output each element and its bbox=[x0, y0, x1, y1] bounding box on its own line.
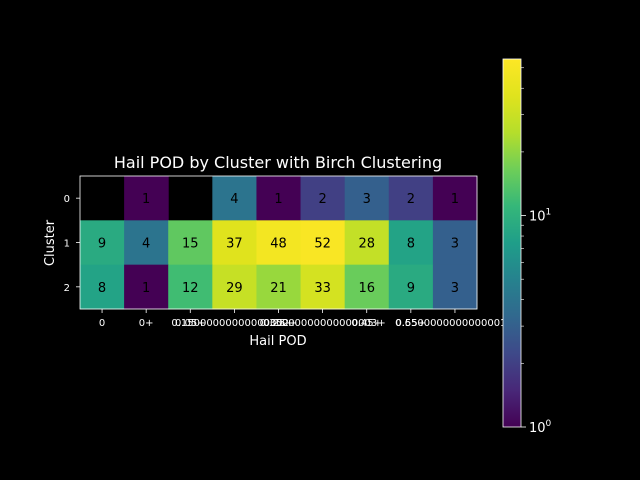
heatmap-cell bbox=[388, 176, 434, 221]
cell-value-label: 37 bbox=[226, 237, 243, 252]
cell-value-label: 8 bbox=[407, 237, 415, 252]
y-tick-label: 0 bbox=[64, 194, 70, 205]
heatmap-cell bbox=[388, 264, 434, 310]
cell-value-label: 48 bbox=[270, 237, 287, 252]
cell-value-label: 8 bbox=[98, 281, 106, 296]
x-tick-label: 0.25+ bbox=[263, 318, 294, 329]
heatmap-cell bbox=[344, 176, 390, 221]
heatmap-cell bbox=[432, 264, 478, 310]
y-axis-ticks: 0 1 2 bbox=[64, 194, 80, 294]
heatmap-cell bbox=[124, 176, 169, 221]
x-axis-label: Hail POD bbox=[249, 334, 306, 349]
cell-value-label: 29 bbox=[226, 281, 243, 296]
heatmap-cell bbox=[432, 220, 478, 266]
heatmap-cells: 1 4 1 2 3 2 19 4 15 37 48 52 28 8 38 1 12 29 21 33 16 9 3 bbox=[80, 176, 478, 310]
colorbar-ticks: 100 101 bbox=[521, 67, 552, 436]
cell-value-label: 21 bbox=[270, 281, 287, 296]
x-axis-ticks: 0 0+ 0.05+0.15000000000000002+0.25+0.35000… bbox=[99, 309, 515, 329]
cell-value-label: 1 bbox=[274, 192, 282, 207]
heatmap-cell bbox=[168, 264, 213, 310]
heatmap-cell bbox=[344, 220, 390, 266]
heatmap-cell bbox=[256, 220, 302, 266]
colorbar-tick-label: 101 bbox=[529, 208, 551, 225]
chart-title: Hail POD by Cluster with Birch Clusterin… bbox=[114, 153, 442, 172]
x-tick-label: 0.15000000000000002+ bbox=[171, 318, 297, 329]
cell-value-label: 4 bbox=[230, 192, 238, 207]
cell-value-label: 3 bbox=[363, 192, 371, 207]
cell-value-label: 9 bbox=[98, 237, 106, 252]
cell-value-label: 4 bbox=[142, 237, 150, 252]
colorbar-tick-label: 100 bbox=[529, 419, 552, 436]
x-tick-label: 0+ bbox=[139, 318, 154, 329]
cell-value-label: 12 bbox=[182, 281, 199, 296]
cell-value-label: 9 bbox=[407, 281, 415, 296]
heatmap-cell bbox=[124, 220, 169, 266]
heatmap-cell bbox=[300, 176, 346, 221]
cell-value-label: 1 bbox=[451, 192, 459, 207]
cell-value-label: 3 bbox=[451, 237, 459, 252]
heatmap-cell bbox=[432, 176, 478, 221]
cell-value-label: 52 bbox=[314, 237, 331, 252]
cell-value-label: 1 bbox=[142, 192, 150, 207]
heatmap-cell bbox=[212, 220, 257, 266]
y-axis-label: Cluster bbox=[43, 219, 58, 266]
heatmap-cell bbox=[168, 220, 213, 266]
x-tick-label: 0.55+ bbox=[396, 318, 427, 329]
cell-value-label: 3 bbox=[451, 281, 459, 296]
cell-value-label: 33 bbox=[314, 281, 331, 296]
x-tick-label: 0.6500000000000001+ bbox=[395, 318, 515, 329]
y-tick-label: 1 bbox=[64, 239, 70, 250]
heatmap-cell bbox=[256, 176, 302, 221]
heatmap-cell bbox=[344, 264, 390, 310]
heatmap-cell bbox=[388, 220, 434, 266]
y-tick-label: 2 bbox=[64, 283, 70, 294]
heatmap-cell bbox=[80, 220, 125, 266]
cell-value-label: 16 bbox=[358, 281, 375, 296]
cell-value-label: 15 bbox=[182, 237, 199, 252]
heatmap-cell bbox=[80, 264, 125, 310]
heatmap-cell bbox=[256, 264, 302, 310]
x-tick-label: 0.45+ bbox=[351, 318, 382, 329]
heatmap-cell bbox=[212, 176, 257, 221]
cell-value-label: 2 bbox=[318, 192, 326, 207]
heatmap-cell bbox=[212, 264, 257, 310]
x-tick-label: 0.05+ bbox=[175, 318, 206, 329]
heatmap-cell bbox=[300, 264, 346, 310]
cell-value-label: 2 bbox=[407, 192, 415, 207]
cell-value-label: 1 bbox=[142, 281, 150, 296]
heatmap-cell bbox=[300, 220, 346, 266]
x-tick-label: 0.35000000000000003+ bbox=[260, 318, 386, 329]
x-tick-label: 0 bbox=[99, 318, 105, 329]
cell-value-label: 28 bbox=[358, 237, 375, 252]
heatmap-cell bbox=[124, 264, 169, 310]
colorbar bbox=[502, 58, 522, 428]
